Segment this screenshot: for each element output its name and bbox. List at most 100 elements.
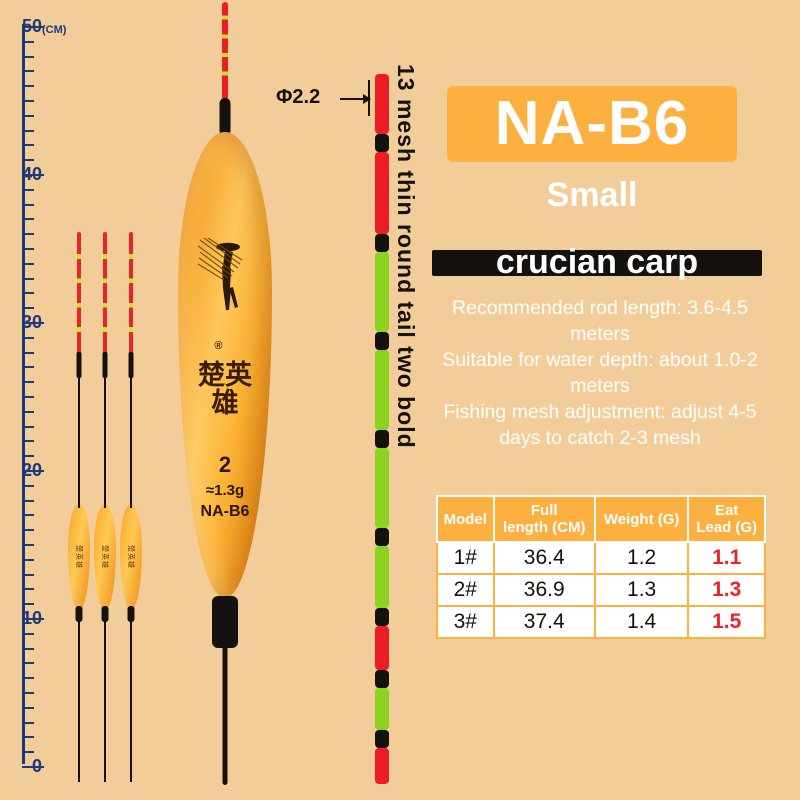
mini-float-body: 楚英雄 bbox=[94, 504, 116, 610]
ruler-tick bbox=[22, 144, 34, 147]
ruler-axis bbox=[22, 24, 25, 764]
table-row: 2# 36.9 1.3 1.3 bbox=[436, 573, 766, 607]
stick-segment-green bbox=[375, 252, 389, 332]
ruler-tick bbox=[22, 233, 34, 236]
col-weight: Weight (G) bbox=[593, 495, 690, 543]
mini-float-neck bbox=[76, 352, 82, 378]
product-description: Recommended rod length: 3.6-4.5 meters Su… bbox=[442, 297, 758, 449]
ruler-tick bbox=[22, 529, 34, 532]
stick-segment-black bbox=[375, 332, 389, 350]
lead-cell: 1.1 bbox=[687, 541, 766, 575]
stick-segment-red bbox=[375, 626, 389, 670]
ruler-tick bbox=[22, 40, 34, 43]
ruler-tick bbox=[22, 425, 34, 428]
ruler-tick bbox=[22, 632, 34, 635]
stick-segment-green bbox=[375, 448, 389, 528]
ruler-tick bbox=[22, 396, 34, 398]
main-float-tail bbox=[222, 640, 228, 785]
ruler-tick bbox=[22, 381, 34, 384]
main-float-tip bbox=[222, 2, 228, 100]
ruler-tick bbox=[22, 558, 34, 561]
ruler-tick bbox=[22, 706, 34, 709]
model-cell: 3# bbox=[436, 605, 495, 639]
ruler-tick bbox=[22, 588, 34, 591]
stick-segment-black bbox=[375, 134, 389, 152]
length-cell: 37.4 bbox=[492, 605, 596, 639]
ruler-tick bbox=[22, 692, 34, 694]
stick-segment-black bbox=[375, 670, 389, 688]
ruler-tick bbox=[22, 677, 34, 680]
ruler-tick bbox=[22, 277, 34, 280]
subtitle-underline-bar bbox=[432, 250, 762, 276]
registered-mark: ® bbox=[214, 340, 223, 352]
ruler-tick bbox=[22, 366, 34, 369]
mini-float-stem bbox=[104, 376, 106, 508]
model-cell: 2# bbox=[436, 573, 495, 607]
ruler-tick bbox=[22, 514, 34, 517]
ruler-tick bbox=[22, 85, 34, 88]
stick-segment-green bbox=[375, 688, 389, 730]
table-row: 1# 36.4 1.2 1.1 bbox=[436, 541, 766, 575]
ruler-unit-label: (CM) bbox=[42, 24, 67, 36]
col-lead: Eat Lead (G) bbox=[687, 495, 766, 543]
mini-float-collar bbox=[101, 606, 109, 622]
ruler-tick bbox=[22, 218, 34, 221]
spec-table-header-row: Model Full length (CM) Weight (G) Eat Lead… bbox=[436, 495, 766, 543]
ruler-tick bbox=[22, 159, 34, 162]
subtitle-crucian-carp-wrap: crucian carp bbox=[432, 236, 762, 288]
ruler-tick bbox=[22, 188, 34, 191]
mini-float-2: 楚英雄 bbox=[88, 232, 122, 782]
float-size-number: 2 bbox=[218, 452, 232, 477]
mini-float-stem bbox=[130, 376, 132, 508]
tail-diameter-label: Φ2.2 bbox=[276, 86, 321, 108]
mini-float-tip bbox=[129, 232, 133, 354]
ruler-tick bbox=[22, 573, 34, 576]
ruler-tick bbox=[22, 618, 44, 620]
model-title: NA-B6 bbox=[494, 89, 690, 158]
mini-float-neck bbox=[102, 352, 108, 378]
mini-float-tail bbox=[78, 620, 80, 782]
main-float-collar bbox=[212, 596, 238, 648]
col-length: Full length (CM) bbox=[492, 495, 596, 543]
mini-float-stem bbox=[78, 376, 80, 508]
stick-segment-black bbox=[375, 234, 389, 252]
ruler-tick bbox=[22, 647, 34, 650]
ruler-tick bbox=[22, 26, 44, 28]
model-cell: 1# bbox=[436, 541, 495, 575]
lead-cell: 1.3 bbox=[687, 573, 766, 607]
ruler-tick bbox=[22, 484, 34, 487]
length-cell: 36.9 bbox=[492, 573, 596, 607]
model-title-background bbox=[447, 86, 737, 162]
main-float-illustration: 楚英雄 ® 2 ≈1.3g NA-B6 bbox=[170, 0, 280, 800]
ruler-tick bbox=[22, 114, 34, 117]
ruler-tick bbox=[22, 55, 34, 58]
ruler-tick bbox=[22, 499, 34, 502]
tail-diameter-marker bbox=[368, 80, 370, 116]
stick-segment-green bbox=[375, 546, 389, 608]
mini-float-collar bbox=[127, 606, 135, 622]
ruler-tick bbox=[22, 662, 34, 665]
subtitle-crucian-carp: crucian carp bbox=[495, 243, 699, 281]
main-float-neck bbox=[219, 98, 231, 136]
table-row: 3# 37.4 1.4 1.5 bbox=[436, 605, 766, 639]
ruler-tick bbox=[22, 336, 34, 339]
angler-logo-icon bbox=[198, 238, 243, 310]
length-cell: 36.4 bbox=[492, 541, 596, 575]
stick-segment-red bbox=[375, 152, 389, 234]
ruler-label-40: 40 bbox=[21, 164, 42, 184]
ruler-tick bbox=[22, 544, 34, 546]
ruler-label-20: 20 bbox=[21, 460, 42, 480]
ruler-tick bbox=[22, 262, 34, 265]
mini-float-3: 楚英雄 bbox=[114, 232, 148, 782]
ruler-tick bbox=[22, 736, 34, 739]
stick-segment-black bbox=[375, 608, 389, 626]
stick-segment-black bbox=[375, 528, 389, 546]
stick-segment-black bbox=[375, 730, 389, 748]
mini-float-tail bbox=[130, 620, 132, 782]
ruler-tick bbox=[22, 455, 34, 458]
tail-detail-stick bbox=[375, 74, 389, 784]
ruler-tick bbox=[22, 248, 34, 250]
stick-segment-red bbox=[375, 74, 389, 134]
ruler-tick bbox=[22, 129, 34, 132]
